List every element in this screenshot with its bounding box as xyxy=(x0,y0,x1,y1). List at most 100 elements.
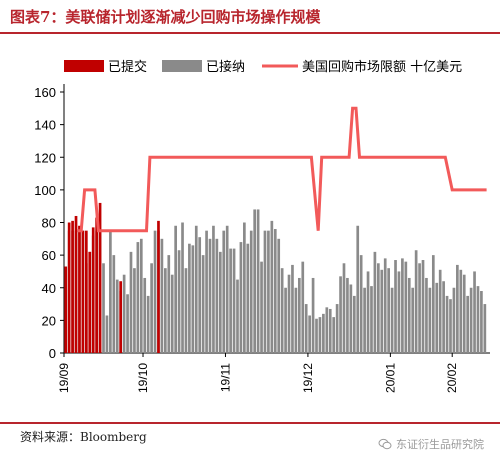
bar-accepted xyxy=(212,225,215,353)
bar-accepted xyxy=(380,269,384,353)
bar-accepted xyxy=(483,304,487,353)
bar-accepted xyxy=(170,274,174,353)
bar-accepted xyxy=(404,261,408,353)
bar-accepted xyxy=(263,230,267,353)
source-note: 资料来源：Bloomberg xyxy=(20,430,147,444)
bar-accepted xyxy=(143,277,147,353)
bar-accepted xyxy=(188,243,191,353)
bar-accepted xyxy=(449,299,452,353)
bar-submitted xyxy=(64,266,68,353)
bar-accepted xyxy=(377,263,380,353)
bar-accepted xyxy=(342,263,346,353)
bar-accepted xyxy=(297,277,301,353)
bar-accepted xyxy=(332,317,336,353)
bar-accepted xyxy=(366,271,370,353)
bar-accepted xyxy=(352,295,356,353)
bar-accepted xyxy=(325,307,329,353)
bar-accepted xyxy=(291,264,294,353)
bar-accepted xyxy=(277,238,281,353)
bar-accepted xyxy=(462,274,466,353)
chart-plot: 已提交 已接纳 美国回购市场限额 十亿美元 0 20 40 60 80 100 120 140 16… xyxy=(34,59,490,393)
legend-label-limit: 美国回购市场限额 十亿美元 xyxy=(302,59,462,75)
bar-accepted xyxy=(418,263,421,353)
legend-swatch-submitted xyxy=(64,60,104,72)
bar-accepted xyxy=(167,255,171,353)
bar-accepted xyxy=(411,287,415,353)
bar-accepted xyxy=(218,251,222,353)
bar-accepted xyxy=(215,238,219,353)
bar-submitted xyxy=(71,220,74,353)
bar-accepted xyxy=(102,263,105,353)
bar-accepted xyxy=(174,225,177,353)
bar-accepted xyxy=(445,295,449,353)
legend-label-accepted: 已接纳 xyxy=(206,59,245,75)
x-tick-label: 19/12 xyxy=(301,363,315,393)
bar-submitted xyxy=(91,227,95,353)
bar-accepted xyxy=(287,274,291,353)
bar-accepted xyxy=(421,260,425,353)
bar-accepted xyxy=(356,225,360,353)
bar-accepted xyxy=(469,287,473,353)
watermark-text: 东证衍生品研究院 xyxy=(396,438,484,451)
bar-accepted xyxy=(318,317,322,353)
bar-accepted xyxy=(184,268,188,353)
bar-submitted xyxy=(88,251,92,353)
bar-accepted xyxy=(466,295,470,353)
bar-accepted xyxy=(256,209,260,353)
bar-accepted xyxy=(246,243,250,353)
bar-accepted xyxy=(383,258,387,353)
bar-accepted xyxy=(164,268,167,353)
bar-accepted xyxy=(198,237,202,353)
bar-accepted xyxy=(109,230,112,353)
bar-accepted xyxy=(160,238,164,353)
bar-accepted xyxy=(146,295,150,353)
bar-submitted xyxy=(119,281,123,353)
bar-accepted xyxy=(229,248,232,353)
bar-accepted xyxy=(126,294,129,353)
chart-title: 图表7：美联储计划逐渐减少回购市场操作规模 xyxy=(10,8,321,26)
bar-accepted xyxy=(260,261,263,353)
bar-accepted xyxy=(428,287,432,353)
y-tick-label: 120 xyxy=(34,150,56,165)
series-limit-line xyxy=(77,106,487,233)
bar-accepted xyxy=(243,222,246,353)
bar-accepted xyxy=(133,268,136,353)
bar-accepted xyxy=(301,261,305,353)
watermark: 东证衍生品研究院 xyxy=(378,436,484,452)
x-tick-label: 20/01 xyxy=(383,363,397,393)
bar-accepted xyxy=(359,255,363,353)
bar-accepted xyxy=(425,277,428,353)
bar-accepted xyxy=(401,258,404,353)
bar-accepted xyxy=(267,230,270,353)
y-tick-label: 40 xyxy=(42,281,56,296)
bar-accepted xyxy=(270,220,274,353)
y-tick-label: 140 xyxy=(34,118,56,133)
wechat-icon xyxy=(378,438,392,450)
bar-accepted xyxy=(239,242,243,353)
bar-accepted xyxy=(335,304,339,353)
bar-accepted xyxy=(397,271,401,353)
bar-accepted xyxy=(476,286,480,353)
x-tick-label: 19/10 xyxy=(136,363,150,393)
chart-axes: 0 20 40 60 80 100 120 140 160 19/09 19/10 19/11 19/1… xyxy=(34,84,490,393)
bar-accepted xyxy=(181,222,184,353)
bar-accepted xyxy=(304,304,308,353)
bar-accepted xyxy=(311,277,315,353)
bar-accepted xyxy=(459,269,463,353)
bar-accepted xyxy=(105,315,109,353)
bar-accepted xyxy=(473,271,476,353)
bar-accepted xyxy=(435,282,439,353)
chart-legend: 已提交 已接纳 美国回购市场限额 十亿美元 xyxy=(64,59,462,75)
bar-submitted xyxy=(84,230,88,353)
y-tick-label: 0 xyxy=(49,346,56,361)
x-tick-label: 19/11 xyxy=(218,363,232,392)
bar-accepted xyxy=(280,268,284,353)
bar-accepted xyxy=(315,318,318,353)
bar-submitted xyxy=(95,217,98,353)
bar-accepted xyxy=(112,255,116,353)
bar-accepted xyxy=(322,313,325,353)
y-tick-label: 160 xyxy=(34,85,56,100)
bar-accepted xyxy=(438,269,442,353)
bar-accepted xyxy=(177,250,181,353)
bar-accepted xyxy=(394,260,397,353)
